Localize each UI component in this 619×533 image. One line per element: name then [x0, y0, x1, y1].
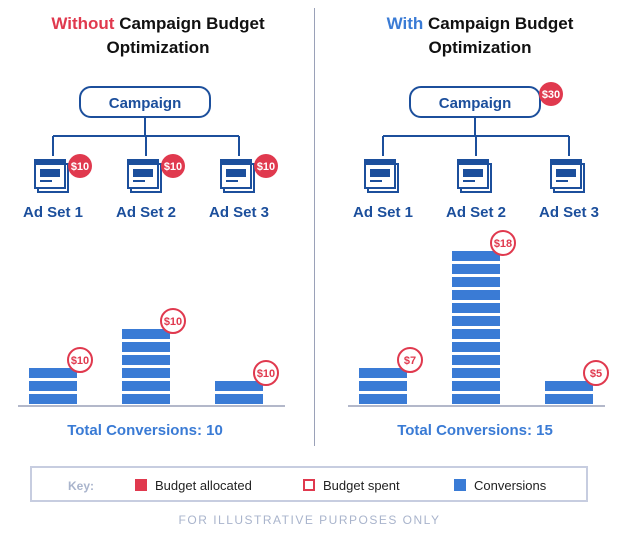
right-conversion-unit: [452, 342, 500, 352]
left-campaign-label: Campaign: [109, 95, 182, 112]
left-budget-spent-text: $10: [257, 368, 275, 380]
right-conversion-unit: [452, 394, 500, 404]
left-conversion-unit: [215, 394, 263, 404]
adset-page-icon-line: [463, 180, 475, 182]
right-adset-label: Ad Set 2: [446, 204, 506, 221]
key-item-conversions: Conversions: [454, 477, 547, 493]
budget-spent-swatch: [303, 479, 315, 491]
adset-page-icon-block: [40, 169, 60, 177]
left-adset-budget-text: $10: [164, 161, 182, 173]
right-title-line2: Optimization: [428, 38, 532, 57]
right-adset-label: Ad Set 1: [353, 204, 413, 221]
adset-page-icon-block: [370, 169, 390, 177]
right-total-conversions: Total Conversions: 15: [397, 422, 553, 439]
footer-note: FOR ILLUSTRATIVE PURPOSES ONLY: [178, 513, 441, 527]
left-conversion-unit: [215, 381, 263, 391]
adset-page-icon-block: [226, 169, 246, 177]
left-budget-spent-text: $10: [164, 316, 182, 328]
left-conversion-unit: [29, 381, 77, 391]
conversions-swatch: [454, 479, 466, 491]
right-conversion-unit: [452, 381, 500, 391]
right-title-rest: Campaign Budget: [423, 14, 574, 33]
right-title-lead: With: [386, 14, 424, 33]
right-conversion-unit: [545, 394, 593, 404]
right-conversion-unit: [452, 355, 500, 365]
diagram-canvas: Campaign Ad Set 1 $10 Ad Set 2 $10 Ad Set 3 $1…: [18, 82, 609, 439]
left-conversion-unit: [122, 394, 170, 404]
adset-page-icon-header: [458, 160, 488, 165]
left-adset-budget-text: $10: [71, 161, 89, 173]
left-budget-spent-badge: [67, 347, 93, 373]
adset-page-icon-line: [556, 180, 568, 182]
left-conversion-unit: [122, 381, 170, 391]
adset-page-icon-header: [365, 160, 395, 165]
adset-page-icon-block: [463, 169, 483, 177]
left-adset-budget-badge: [161, 154, 185, 178]
left-conversion-unit: [122, 329, 170, 339]
right-campaign-budget-text: $30: [542, 89, 560, 101]
right-conversion-unit: [359, 381, 407, 391]
right-budget-spent-badge: [397, 347, 423, 373]
center-divider: [314, 8, 315, 446]
left-title-line2: Optimization: [106, 38, 210, 57]
adset-page-icon-line: [226, 180, 238, 182]
adset-page-icon-block: [133, 169, 153, 177]
right-budget-spent-text: $18: [494, 238, 512, 250]
right-conversion-unit: [452, 264, 500, 274]
left-conversion-unit: [29, 394, 77, 404]
adset-page-icon-block: [556, 169, 576, 177]
left-budget-spent-badge: [160, 308, 186, 334]
left-adset-label: Ad Set 2: [116, 204, 176, 221]
key-item-budget-allocated: Budget allocated: [135, 477, 252, 493]
right-title: With Campaign Budget Optimization: [330, 12, 619, 60]
right-conversion-unit: [452, 316, 500, 326]
adset-page-icon-header: [35, 160, 65, 165]
left-adset-budget-badge: [68, 154, 92, 178]
right-budget-spent-text: $5: [590, 368, 602, 380]
adset-page-icon-line: [40, 180, 52, 182]
right-conversion-unit: [452, 277, 500, 287]
adset-page-icon-line: [370, 180, 382, 182]
key-label: Key:: [68, 479, 95, 493]
adset-page-icon-header: [221, 160, 251, 165]
key-item-label: Budget allocated: [155, 477, 252, 493]
budget-allocated-swatch: [135, 479, 147, 491]
key-legend: [30, 466, 588, 502]
right-conversion-unit: [359, 368, 407, 378]
right-adset-label: Ad Set 3: [539, 204, 599, 221]
right-budget-spent-text: $7: [404, 355, 416, 367]
left-title: Without Campaign Budget Optimization: [8, 12, 308, 60]
left-total-conversions: Total Conversions: 10: [67, 422, 223, 439]
right-campaign-budget-badge: [539, 82, 563, 106]
key-item-budget-spent: Budget spent: [303, 477, 400, 493]
left-adset-label: Ad Set 1: [23, 204, 83, 221]
left-budget-spent-text: $10: [71, 355, 89, 367]
adset-page-icon-line: [133, 180, 145, 182]
right-budget-spent-badge: [490, 230, 516, 256]
left-budget-spent-badge: [253, 360, 279, 386]
adset-page-icon-header: [551, 160, 581, 165]
left-conversion-unit: [122, 368, 170, 378]
right-conversion-unit: [452, 303, 500, 313]
left-conversion-unit: [29, 368, 77, 378]
left-adset-label: Ad Set 3: [209, 204, 269, 221]
left-title-lead: Without: [51, 14, 115, 33]
right-campaign-label: Campaign: [439, 95, 512, 112]
key-item-label: Budget spent: [323, 477, 400, 493]
left-conversion-unit: [122, 342, 170, 352]
left-conversion-unit: [122, 355, 170, 365]
right-conversion-unit: [359, 394, 407, 404]
right-budget-spent-badge: [583, 360, 609, 386]
right-conversion-unit: [452, 329, 500, 339]
left-adset-budget-badge: [254, 154, 278, 178]
key-item-label: Conversions: [474, 477, 547, 493]
adset-page-icon-header: [128, 160, 158, 165]
right-conversion-unit: [452, 290, 500, 300]
right-conversion-unit: [545, 381, 593, 391]
left-adset-budget-text: $10: [257, 161, 275, 173]
right-conversion-unit: [452, 368, 500, 378]
right-conversion-unit: [452, 251, 500, 261]
left-title-rest: Campaign Budget: [114, 14, 265, 33]
